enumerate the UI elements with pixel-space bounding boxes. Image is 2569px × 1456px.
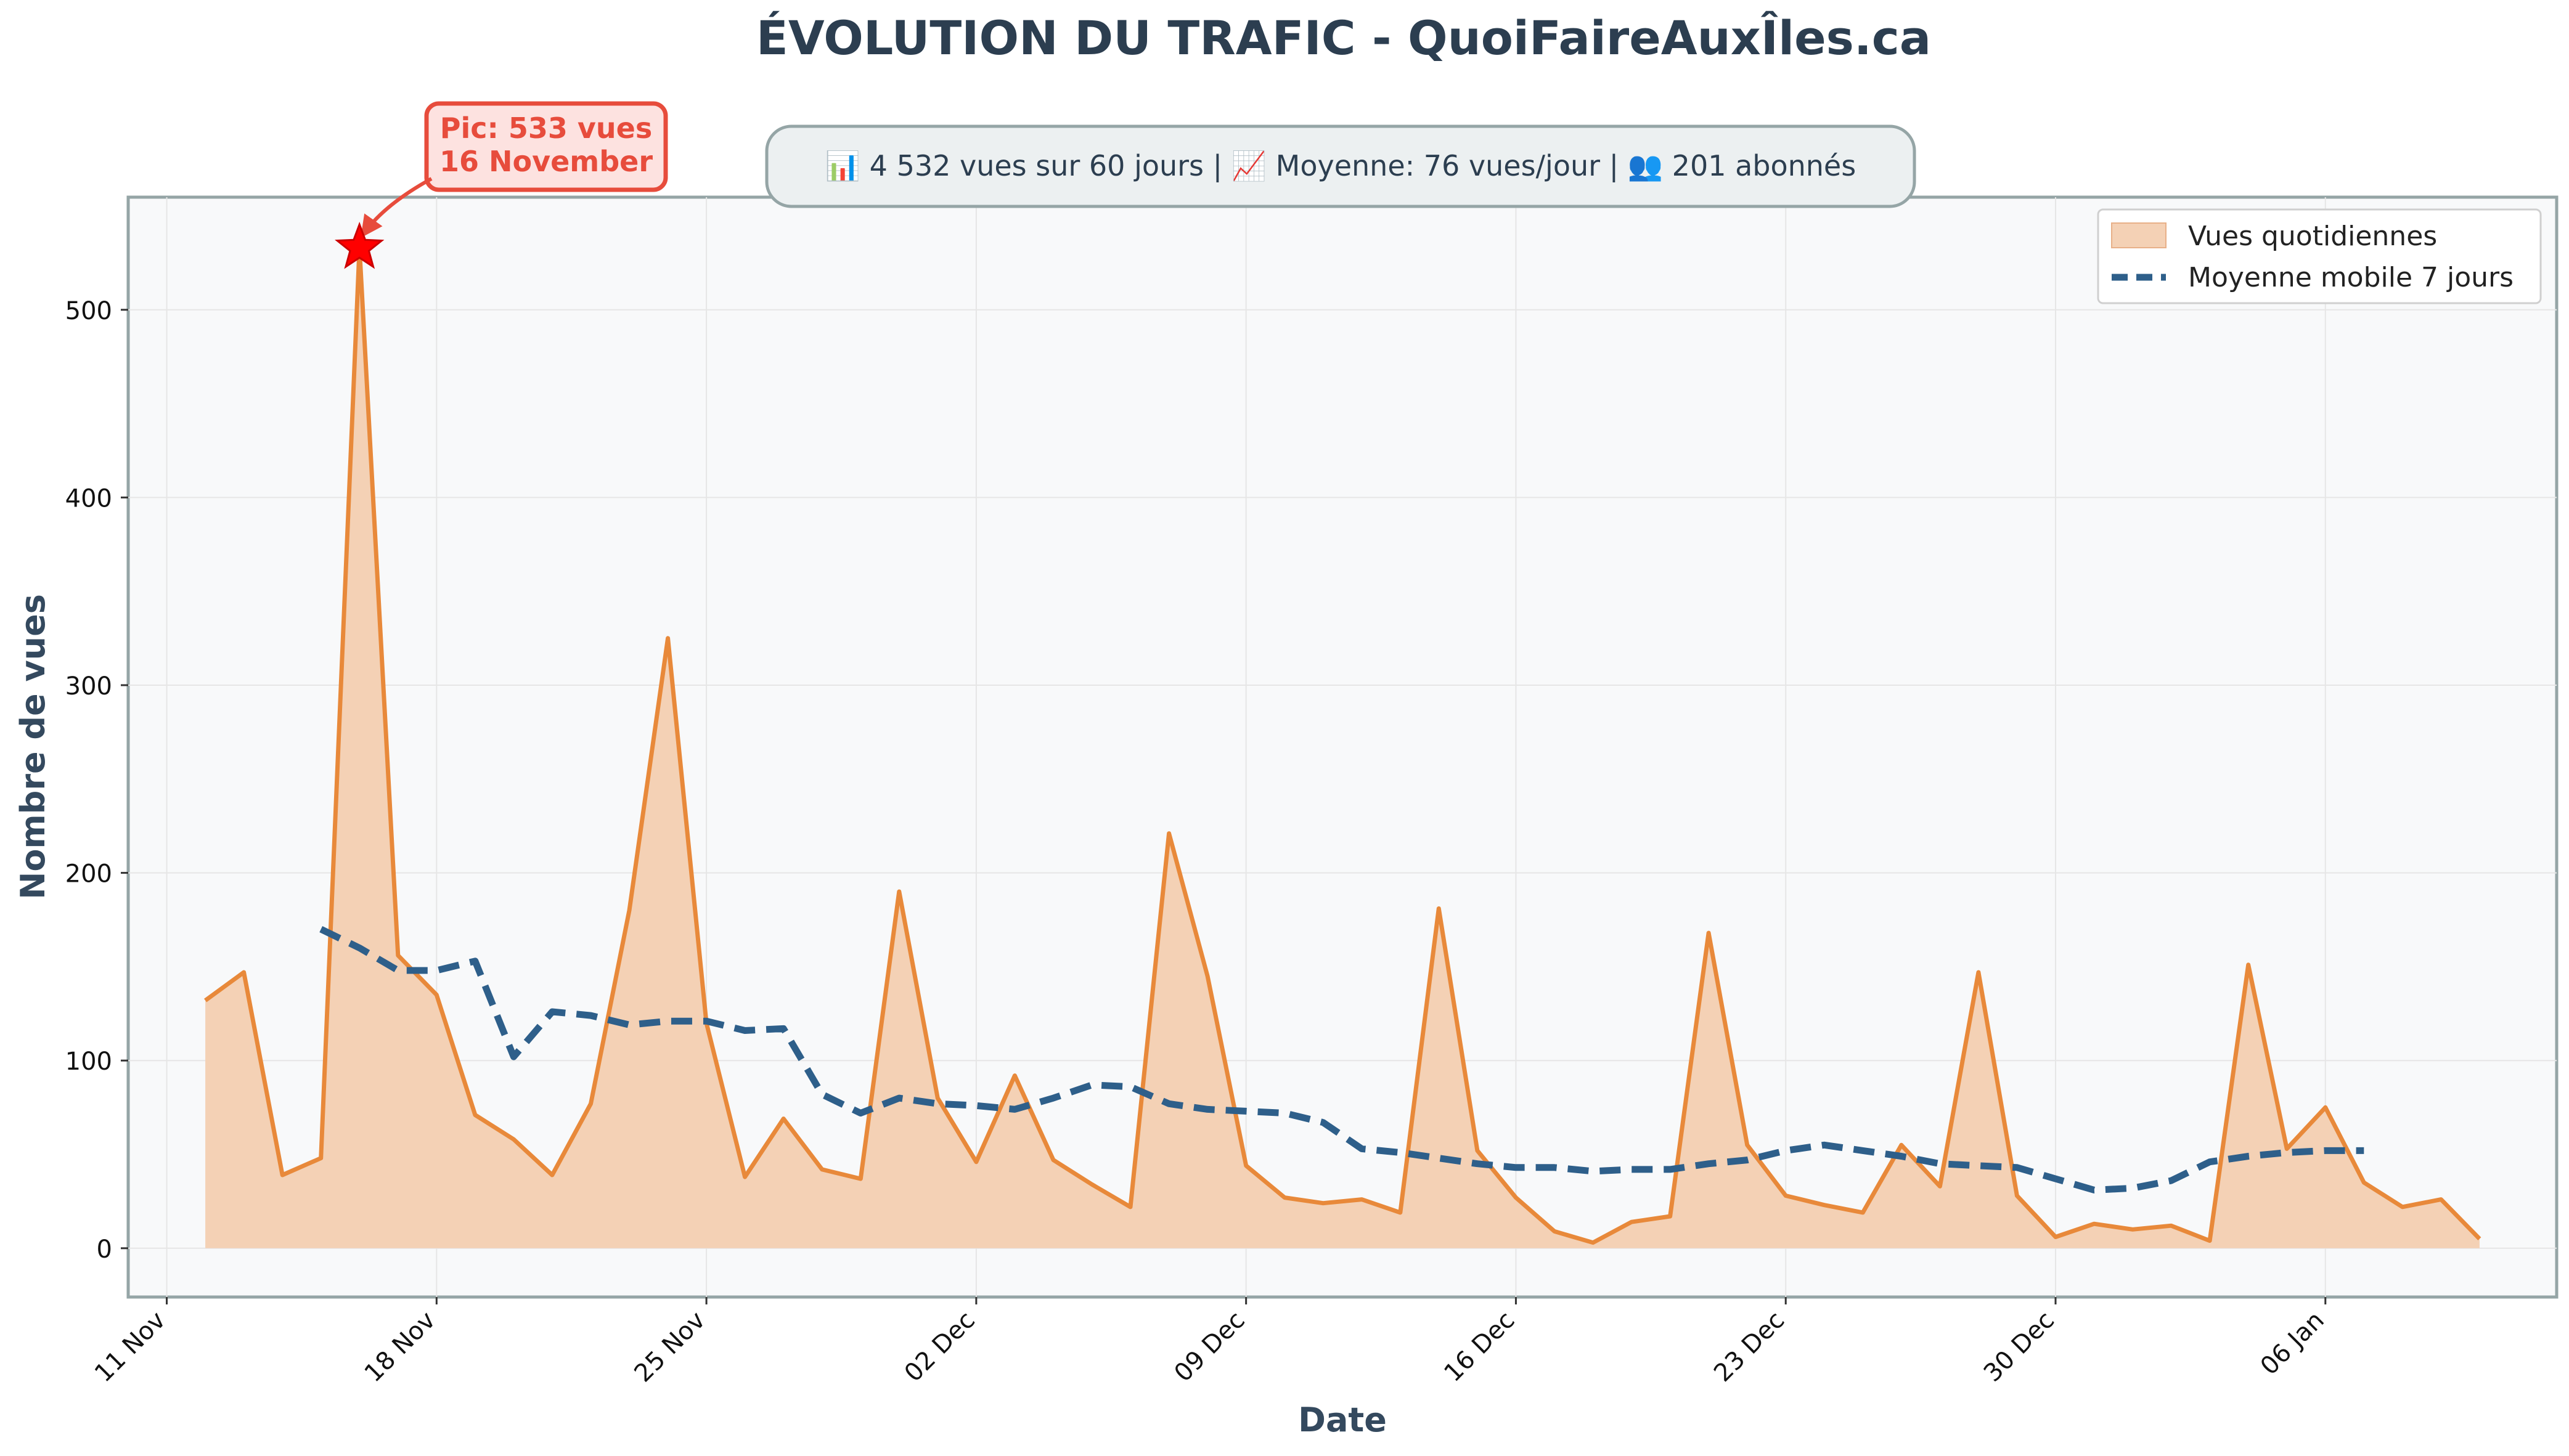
y-tick-label: 500 [65,297,112,325]
x-tick-label: 06 Jan [2255,1306,2330,1381]
x-tick-label: 23 Dec [1709,1306,1790,1388]
stats-box: 📊 4 532 vues sur 60 jours | 📈 Moyenne: 7… [765,124,1916,208]
x-tick-label: 02 Dec [899,1306,981,1388]
legend-label-ma: Moyenne mobile 7 jours [2188,262,2514,293]
x-tick-label: 09 Dec [1169,1306,1250,1388]
peak-annotation: Pic: 533 vues 16 November [335,101,668,269]
stats-text: 📊 4 532 vues sur 60 jours | 📈 Moyenne: 7… [825,149,1856,183]
moving-average-polyline [319,926,2364,1194]
x-tick-label: 18 Nov [359,1306,441,1388]
peak-label-line2: 16 November [439,145,653,178]
plot-area [126,195,2559,1299]
daily-views-polyline [204,245,2481,1245]
x-tick-label: 30 Dec [1979,1306,2060,1388]
daily-views-line [204,245,2481,1245]
chart-title: ÉVOLUTION DU TRAFIC - QuoiFaireAuxÎles.c… [756,10,1931,65]
x-tick-label: 25 Nov [629,1306,711,1388]
y-tick-label: 100 [65,1047,112,1076]
y-axis-label: Nombre de vues [14,594,52,900]
legend-swatch-area [2111,222,2167,248]
y-tick-label: 0 [97,1235,112,1264]
peak-star-icon [335,221,385,269]
y-tick-label: 300 [65,672,112,701]
y-tick-label: 200 [65,860,112,889]
daily-views-fill [205,248,2480,1248]
peak-label-line1: Pic: 533 vues [440,112,653,145]
peak-arrow [361,177,433,238]
peak-label-box [424,101,668,192]
y-tick-label: 400 [65,484,112,513]
legend: Vues quotidiennes Moyenne mobile 7 jours [2097,208,2542,304]
legend-box [2097,208,2542,304]
legend-label-area: Vues quotidiennes [2188,221,2437,252]
x-tick-label: 11 Nov [89,1306,171,1388]
x-axis-label: Date [1298,1401,1387,1439]
daily-views-area [205,248,2480,1248]
moving-average-line [319,926,2364,1194]
x-tick-label: 16 Dec [1439,1306,1520,1388]
